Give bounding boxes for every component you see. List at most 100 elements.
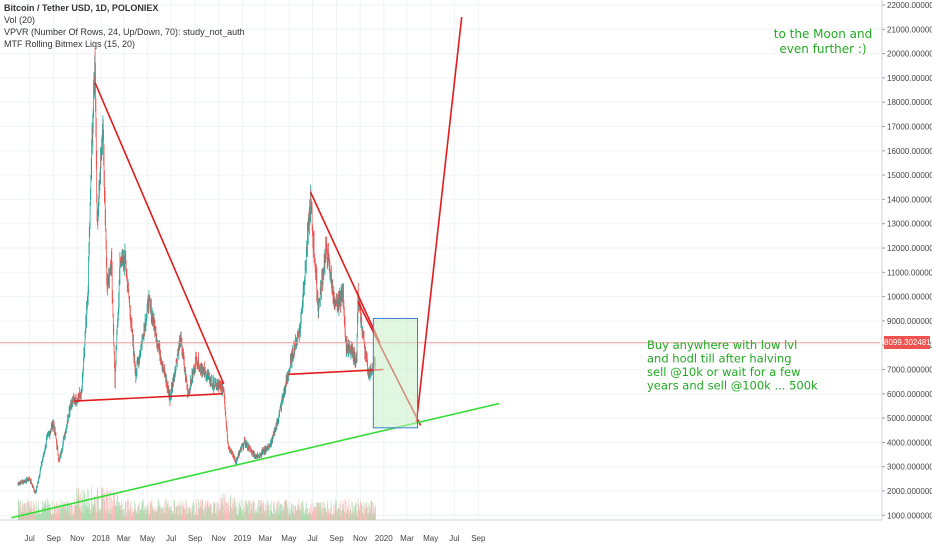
volume-bar: [193, 515, 195, 520]
volume-bar: [154, 506, 156, 520]
volume-bar: [148, 513, 150, 520]
volume-bar: [95, 504, 96, 520]
x-tick-label: 2020: [375, 534, 393, 543]
volume-bar: [291, 504, 293, 520]
volume-bar: [145, 505, 146, 520]
volume-bar: [344, 511, 345, 520]
volume-bar: [303, 510, 305, 520]
volume-bar: [187, 513, 188, 520]
volume-bar: [102, 488, 104, 520]
volume-bar: [211, 516, 213, 520]
volume-bar: [78, 487, 79, 520]
volume-bar: [153, 509, 154, 520]
volume-bar: [355, 504, 356, 520]
volume-bar: [163, 511, 165, 520]
volume-bar: [228, 509, 229, 520]
volume-bar: [81, 512, 83, 520]
y-tick-label: 15000.00000000: [887, 171, 932, 180]
volume-bar: [353, 505, 355, 520]
volume-bar: [263, 503, 265, 520]
volume-bar: [186, 502, 188, 520]
volume-bar: [315, 506, 317, 520]
trendline: [74, 393, 223, 402]
volume-bar: [266, 505, 267, 520]
volume-bar: [59, 513, 60, 520]
plan-annotation-line: Buy anywhere with low lvl: [647, 338, 797, 352]
y-tick-label: 17000.00000000: [887, 123, 932, 132]
volume-bar: [241, 499, 243, 520]
volume-bar: [314, 508, 315, 520]
volume-bar: [359, 510, 361, 520]
volume-bar: [211, 511, 212, 520]
volume-bar: [218, 510, 220, 520]
volume-bar: [252, 513, 253, 520]
volume-bar: [222, 498, 223, 520]
volume-bar: [278, 500, 280, 520]
volume-bar: [195, 515, 197, 520]
volume-bar: [360, 503, 362, 520]
volume-bar: [325, 516, 326, 520]
volume-bar: [137, 507, 138, 520]
volume-bar: [75, 505, 77, 520]
volume-bar: [350, 509, 351, 520]
volume-bar: [335, 511, 337, 520]
volume-bar: [323, 507, 324, 520]
volume-bar: [246, 501, 248, 520]
volume-bar: [251, 508, 253, 520]
volume-bar: [112, 500, 113, 520]
volume-bar: [250, 510, 252, 520]
volume-bar: [81, 505, 83, 520]
volume-bar: [36, 511, 38, 520]
volume-bar: [343, 511, 345, 520]
volume-bar: [272, 514, 273, 520]
volume-bar: [258, 514, 260, 520]
volume-bar: [367, 503, 369, 520]
volume-bar: [297, 504, 298, 520]
y-tick-label: 16000.00000000: [887, 147, 932, 156]
volume-bar: [110, 508, 111, 520]
volume-bar: [233, 501, 234, 520]
volume-bar: [78, 493, 79, 520]
volume-bar: [104, 500, 105, 520]
volume-bar: [50, 508, 51, 520]
volume-bar: [266, 513, 267, 520]
volume-bar: [32, 516, 34, 520]
volume-bar: [149, 509, 151, 520]
volume-bar: [364, 507, 365, 520]
volume-bar: [361, 503, 362, 520]
volume-bar: [159, 511, 161, 520]
volume-bar: [296, 510, 297, 520]
volume-bar: [184, 509, 185, 520]
volume-bar: [280, 503, 281, 520]
volume-bar: [186, 515, 187, 520]
volume-bar: [241, 509, 242, 520]
volume-bar: [365, 509, 367, 520]
volume-bar: [139, 502, 140, 520]
volume-bar: [149, 514, 150, 520]
volume-bar: [123, 514, 124, 520]
volume-bar: [133, 511, 134, 520]
volume-bar: [79, 507, 81, 520]
volume-bar: [371, 499, 372, 520]
volume-bar: [100, 509, 102, 520]
volume-bar: [103, 494, 104, 520]
volume-bar: [182, 504, 183, 520]
volume-bar: [224, 497, 226, 520]
volume-bar: [67, 502, 68, 520]
volume-bar: [362, 505, 363, 520]
volume-bar: [224, 493, 225, 520]
volume-bar: [69, 505, 70, 520]
volume-bar: [216, 508, 217, 520]
volume-bar: [314, 507, 316, 520]
volume-bar: [28, 503, 30, 520]
volume-bar: [126, 516, 127, 520]
volume-bar: [46, 512, 48, 520]
volume-bar: [112, 506, 114, 520]
volume-bar: [194, 515, 195, 520]
volume-bar: [167, 501, 169, 520]
volume-bar: [140, 508, 142, 520]
volume-bar: [265, 515, 266, 520]
target-zone-box: [372, 317, 419, 429]
